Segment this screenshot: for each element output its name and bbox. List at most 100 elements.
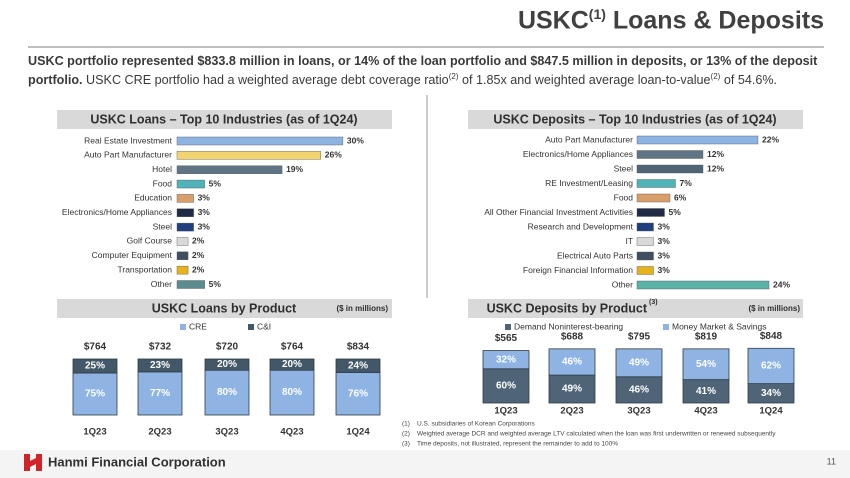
value-label: 2% <box>192 264 205 274</box>
footnotes: (1) U.S. subsidiaries of Korean Corporat… <box>402 421 776 448</box>
total-label: $688 <box>561 331 584 342</box>
panel-header <box>468 110 803 129</box>
footer-band <box>0 450 850 478</box>
footnote-number: (3) <box>402 441 410 448</box>
summary: USKC portfolio represented $833.8 millio… <box>28 52 818 89</box>
bar-segment <box>615 348 663 378</box>
value-label: 30% <box>347 135 364 145</box>
title-text: USKC <box>517 6 589 35</box>
bar <box>176 265 189 275</box>
category-label: Foreign Financial Information <box>523 265 633 275</box>
footnote-text: U.S. subsidiaries of Korean Corporations <box>417 421 536 428</box>
footnote-number: (1) <box>402 421 410 428</box>
legend-label: CRE <box>189 321 207 331</box>
title-text: Loans & Deposits <box>605 6 824 35</box>
superscript: (2) <box>448 71 459 81</box>
total-label: $819 <box>695 331 718 342</box>
x-tick-label: 2Q23 <box>148 427 171 438</box>
segment-label: 49% <box>629 357 649 368</box>
total-label: $764 <box>281 342 304 353</box>
category-label: Electronics/Home Appliances <box>523 149 633 159</box>
chart-title: USKC Deposits – Top 10 Industries (as of… <box>493 112 776 126</box>
category-label: IT <box>625 236 633 246</box>
x-tick-label: 1Q23 <box>83 427 106 438</box>
value-label: 3% <box>198 221 211 231</box>
value-label: 2% <box>192 236 205 246</box>
x-tick-label: 4Q23 <box>694 406 717 417</box>
value-label: 24% <box>773 279 790 289</box>
value-label: 12% <box>707 163 724 173</box>
bar-segment <box>482 368 530 404</box>
segment-label: 77% <box>150 388 170 399</box>
panel-header <box>57 299 392 318</box>
bar <box>176 151 321 160</box>
category-label: Transportation <box>118 264 173 274</box>
legend-label: Demand Noninterest-bearing <box>514 321 623 331</box>
segment-label: 25% <box>85 361 105 372</box>
segment-label: 46% <box>629 385 649 396</box>
category-label: All Other Financial Investment Activitie… <box>484 207 633 217</box>
value-label: 3% <box>658 250 671 260</box>
bar-segment <box>72 372 118 416</box>
category-label: Other <box>612 279 633 289</box>
total-label: $795 <box>628 331 651 342</box>
bar-segment <box>548 348 596 376</box>
bar-segment <box>72 358 118 374</box>
summary-text: USKC CRE portfolio had a weighted averag… <box>82 72 449 87</box>
x-tick-label: 3Q23 <box>215 427 238 438</box>
bar <box>176 136 344 146</box>
category-label: Food <box>153 178 173 188</box>
value-label: 7% <box>680 178 693 188</box>
segment-label: 34% <box>761 388 781 399</box>
value-label: 3% <box>198 193 211 203</box>
bar <box>636 266 654 275</box>
value-label: 19% <box>286 164 303 174</box>
category-label: Auto Part Manufacturer <box>84 150 172 160</box>
title-superscript: (1) <box>588 6 606 22</box>
category-label: Food <box>614 192 634 202</box>
legend-swatch <box>505 324 511 330</box>
bar-segment <box>335 372 381 416</box>
category-label: Other <box>151 279 172 289</box>
bar <box>636 179 676 188</box>
footnote-text: Weighted average DCR and weighted averag… <box>417 431 776 438</box>
bar-segment <box>682 348 730 381</box>
value-label: 5% <box>669 207 682 217</box>
bar <box>636 251 654 261</box>
bar <box>176 280 205 289</box>
value-label: 3% <box>658 265 671 275</box>
bar-segment <box>548 374 596 404</box>
bar <box>636 135 759 145</box>
segment-label: 76% <box>348 388 368 399</box>
superscript: (2) <box>710 71 721 81</box>
page-number: 11 <box>827 456 836 466</box>
panel-header <box>57 110 392 129</box>
unit-note: ($ in millions) <box>748 304 800 313</box>
segment-label: 32% <box>496 354 516 365</box>
bar-segment <box>747 347 795 385</box>
chart-title: USKC Loans by Product <box>152 301 297 315</box>
value-label: 3% <box>658 236 671 246</box>
x-tick-label: 2Q23 <box>560 406 583 417</box>
summary-text: of 54.6%. <box>720 72 778 87</box>
total-label: $848 <box>760 331 783 342</box>
value-label: 5% <box>209 178 222 188</box>
bar-segment <box>335 358 381 373</box>
category-label: Real Estate Investment <box>84 135 173 145</box>
total-label: $720 <box>216 342 239 353</box>
value-label: 26% <box>325 150 342 160</box>
category-label: RE Investment/Leasing <box>545 178 633 188</box>
chart-title: USKC Loans – Top 10 Industries (as of 1Q… <box>90 112 357 126</box>
x-tick-label: 1Q23 <box>494 406 517 417</box>
bar <box>636 150 704 159</box>
bar <box>636 164 704 174</box>
bar <box>176 194 194 203</box>
segment-label: 49% <box>562 384 582 395</box>
category-label: Auto Part Manufacturer <box>545 134 633 144</box>
x-tick-label: 3Q23 <box>627 406 650 417</box>
bar-segment <box>269 358 315 371</box>
category-label: Electronics/Home Appliances <box>62 207 172 217</box>
value-label: 3% <box>198 207 211 217</box>
summary-text: of 1.85x and weighted average loan-to-va… <box>458 72 711 87</box>
